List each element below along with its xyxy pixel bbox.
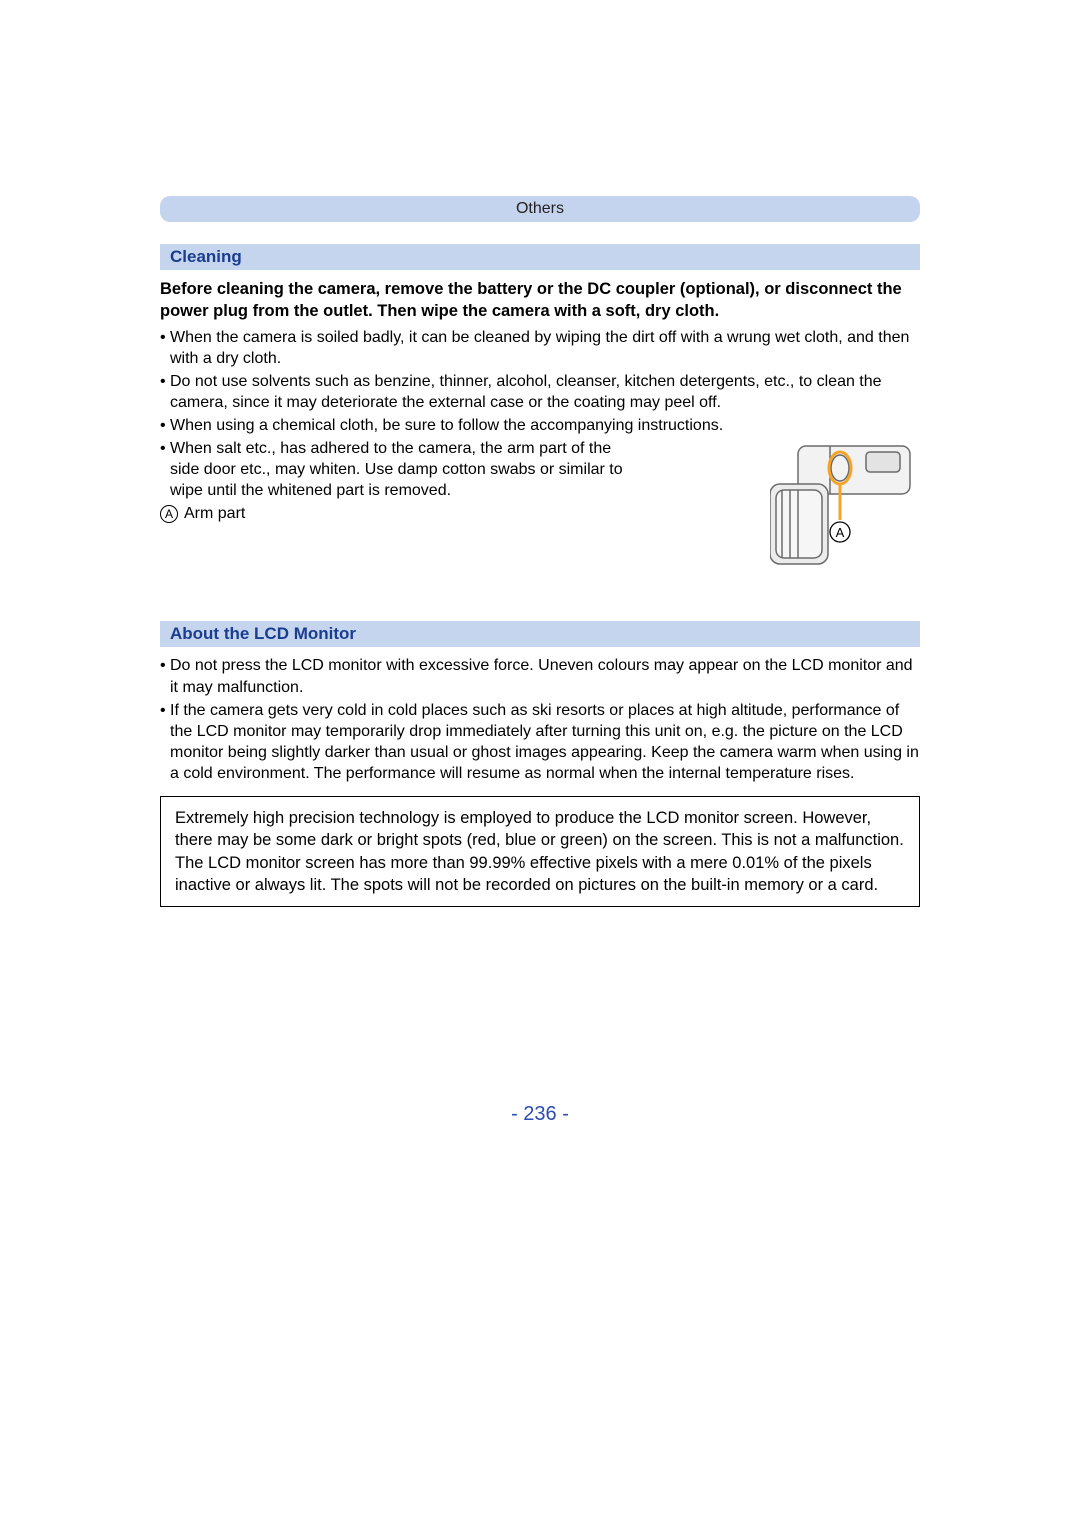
header-bar: Others [160, 196, 920, 222]
bullet-text: When using a chemical cloth, be sure to … [170, 415, 920, 436]
bullet-text: When the camera is soiled badly, it can … [170, 327, 920, 369]
page-number: - 236 - [0, 1103, 1080, 1126]
header-title: Others [516, 200, 564, 217]
cleaning-intro: Before cleaning the camera, remove the b… [160, 278, 920, 323]
camera-diagram: A [770, 438, 920, 568]
cleaning-bullets: •When the camera is soiled badly, it can… [160, 327, 920, 437]
cleaning-diagram-block: •When salt etc., has adhered to the came… [160, 438, 920, 523]
bullet-text: Do not press the LCD monitor with excess… [170, 655, 920, 697]
section-heading-lcd: About the LCD Monitor [160, 621, 920, 647]
lcd-note-box: Extremely high precision technology is e… [160, 796, 920, 907]
bullet-text: If the camera gets very cold in cold pla… [170, 700, 920, 784]
bullet-text: When salt etc., has adhered to the camer… [170, 438, 630, 501]
page: Others Cleaning Before cleaning the came… [0, 0, 1080, 1526]
bullet-text: Do not use solvents such as benzine, thi… [170, 371, 920, 413]
label-marker-a: A [160, 505, 178, 523]
lcd-bullets: •Do not press the LCD monitor with exces… [160, 655, 920, 784]
diagram-callout-letter: A [836, 525, 845, 540]
section-heading-cleaning: Cleaning [160, 244, 920, 270]
label-text: Arm part [184, 505, 245, 523]
